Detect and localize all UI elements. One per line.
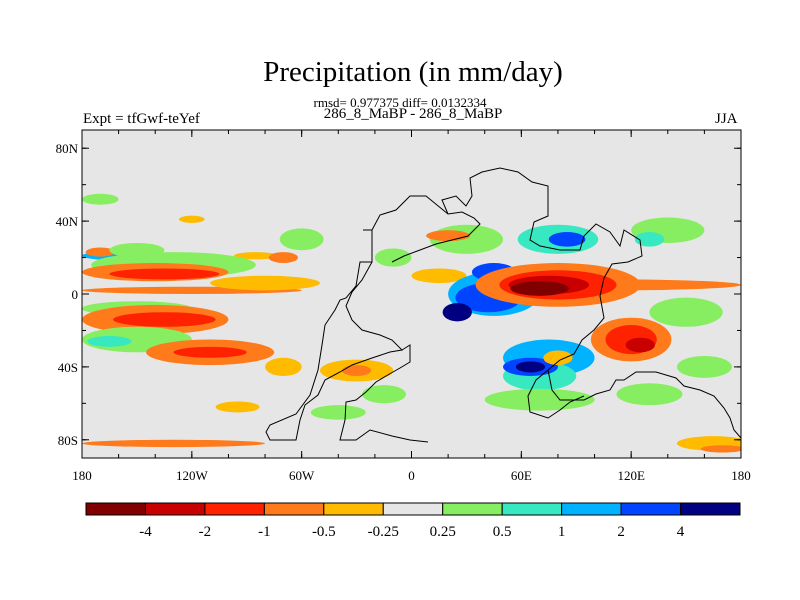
colorbar-label: -0.25 [368,524,399,540]
colorbar-label: 1 [558,524,566,540]
colorbar-label: 0.25 [430,524,456,540]
coastline-south-america [265,229,404,441]
precip-region [82,193,119,205]
axis-ticks [81,130,742,458]
chart-subtitle: 286_8_MaBP - 286_8_MaBP [323,106,503,122]
coastline-north-africa [371,195,481,263]
precip-region [676,355,732,378]
colorbar-swatch [382,502,444,516]
colorbar-label: -4 [139,524,152,540]
x-tick-label: 60E [511,468,532,483]
coastline-madagascar [547,369,741,439]
precip-region [109,268,220,280]
y-tick-label: 40S [58,360,78,375]
precip-region [215,401,260,413]
x-tick-label: 120E [617,468,645,483]
colorbar-swatch [501,502,563,516]
precip-region [700,445,741,453]
precip-region [625,337,655,353]
stats-line: rmsd= 0.977375 diff= 0.0132334 [313,95,487,110]
precip-region [649,297,723,327]
colorbar-swatch [323,502,384,516]
precip-region [634,232,665,247]
plot-background [82,130,741,458]
precip-region [310,405,366,420]
colorbar [85,502,741,516]
precip-region [543,350,573,366]
y-tick-label: 40N [56,214,79,229]
precip-region [341,365,372,376]
precip-fields [82,193,741,453]
precip-region [484,388,595,411]
experiment-label: Expt = tfGwf-teYef [83,111,200,127]
colorbar-swatch [85,502,146,516]
precip-region [374,248,412,267]
coastline [265,167,741,443]
season-label: JJA [715,111,738,127]
precip-region [279,228,324,251]
x-tick-label: 180 [72,468,92,483]
colorbar-label: -0.5 [312,524,336,540]
y-tick-label: 80S [58,433,78,448]
colorbar-label: -2 [199,524,212,540]
precip-region [179,215,205,223]
y-tick-label: 0 [72,287,79,302]
axis-tick-labels: 180 120W 60W 0 60E 120E 180 80N 40N 0 40S 80S [56,141,751,483]
precip-region [173,346,247,358]
colorbar-label: 0.5 [493,524,512,540]
precip-region [411,268,467,284]
coastline-africa-east [441,167,643,371]
precip-region [442,303,472,322]
precip-region [548,232,586,247]
precip-region [265,357,302,376]
precip-region [362,385,407,404]
precip-region [510,281,569,296]
precip-region [85,247,115,257]
y-tick-label: 80N [56,141,79,156]
x-tick-label: 120W [176,468,209,483]
coastline-australia [527,369,585,419]
precip-region [426,230,471,242]
coastline-west-africa [339,344,429,443]
chart-title: Precipitation (in mm/day) [263,56,563,88]
colorbar-swatch [561,502,622,516]
precip-region [82,439,266,448]
colorbar-swatch [204,502,265,516]
precip-region [233,252,278,260]
x-tick-label: 180 [731,468,751,483]
x-tick-label: 60W [289,468,315,483]
colorbar-labels: -4 -2 -1 -0.5 -0.25 0.25 0.5 1 2 4 [139,524,685,540]
precip-region [515,361,546,373]
colorbar-label: 4 [677,524,685,540]
precip-region [210,275,320,291]
colorbar-label: 2 [617,524,625,540]
precip-region [87,335,132,347]
x-tick-label: 0 [408,468,415,483]
precip-region [268,252,299,264]
colorbar-swatch [144,502,206,516]
colorbar-swatch [442,502,503,516]
colorbar-swatch [680,502,741,516]
colorbar-swatch [620,502,682,516]
colorbar-swatch [263,502,325,516]
precip-region [616,383,683,406]
precip-region [113,312,216,327]
colorbar-label: -1 [258,524,271,540]
